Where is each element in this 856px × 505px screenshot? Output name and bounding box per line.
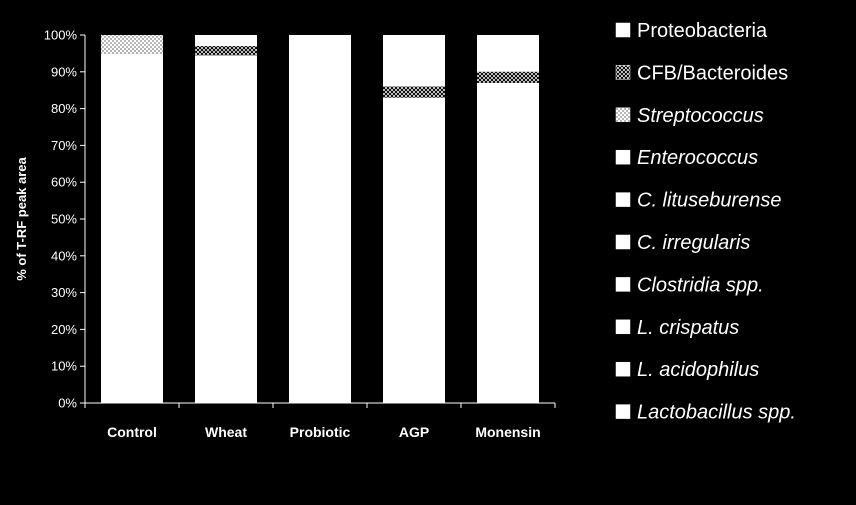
bar-segment xyxy=(477,71,539,83)
legend-label: Proteobacteria xyxy=(637,20,768,42)
y-tick-label: 10% xyxy=(51,359,77,374)
category-label: AGP xyxy=(399,424,429,440)
legend-label: C. irregularis xyxy=(637,232,750,254)
category-label: Control xyxy=(107,424,157,440)
category-labels: Control Wheat Probiotic AGP Monensin xyxy=(107,424,541,440)
y-tick-label: 30% xyxy=(51,285,77,300)
legend-label: C. lituseburense xyxy=(637,190,782,212)
y-tick-label: 40% xyxy=(51,248,77,263)
y-tick-label: 70% xyxy=(51,138,77,153)
bar-segment xyxy=(383,86,445,98)
legend-swatch xyxy=(615,107,631,123)
bar-segment xyxy=(477,82,539,403)
legend-swatch xyxy=(615,149,631,165)
legend-swatch xyxy=(615,22,631,38)
y-tick-label: 50% xyxy=(51,212,77,227)
legend-swatch xyxy=(615,361,631,377)
category-label: Monensin xyxy=(475,424,540,440)
legend-label: L. crispatus xyxy=(637,317,739,339)
bar-segment xyxy=(101,35,163,54)
bar-segment xyxy=(477,35,539,72)
legend-swatch xyxy=(615,319,631,335)
y-tick-label: 80% xyxy=(51,101,77,116)
axes xyxy=(80,34,556,408)
y-tick-label: 90% xyxy=(51,64,77,79)
y-tick-labels: 0% 10% 20% 30% 40% 50% 60% 70% 80% 90% 100% xyxy=(44,28,78,411)
legend-label: Streptococcus xyxy=(637,105,764,127)
bar-segment xyxy=(289,35,351,403)
bar-segment xyxy=(101,53,163,404)
legend-swatch xyxy=(615,277,631,292)
legend-swatch xyxy=(615,404,631,419)
legend: Proteobacteria CFB/Bacteroides Streptococc… xyxy=(615,20,796,424)
legend-label: Lactobacillus spp. xyxy=(637,402,796,424)
legend-label: L. acidophilus xyxy=(637,359,759,381)
legend-swatch xyxy=(615,192,631,207)
legend-swatch xyxy=(615,65,631,80)
legend-label: Enterococcus xyxy=(637,147,758,169)
bar-segment xyxy=(195,55,257,404)
bar-segment xyxy=(383,35,445,87)
y-axis-label: % of T-RF peak area xyxy=(14,156,29,280)
legend-label: CFB/Bacteroides xyxy=(637,62,788,84)
y-tick-label: 60% xyxy=(51,175,77,190)
legend-swatch xyxy=(615,234,631,250)
y-tick-label: 0% xyxy=(58,396,77,411)
y-tick-label: 20% xyxy=(51,322,77,337)
bar-segment xyxy=(383,97,445,403)
bars xyxy=(101,35,539,404)
bar-segment xyxy=(195,35,257,47)
legend-label: Clostridia spp. xyxy=(637,274,764,296)
category-label: Wheat xyxy=(205,424,247,440)
category-label: Probiotic xyxy=(290,424,351,440)
y-tick-label: 100% xyxy=(44,28,78,43)
bar-segment xyxy=(195,46,257,56)
